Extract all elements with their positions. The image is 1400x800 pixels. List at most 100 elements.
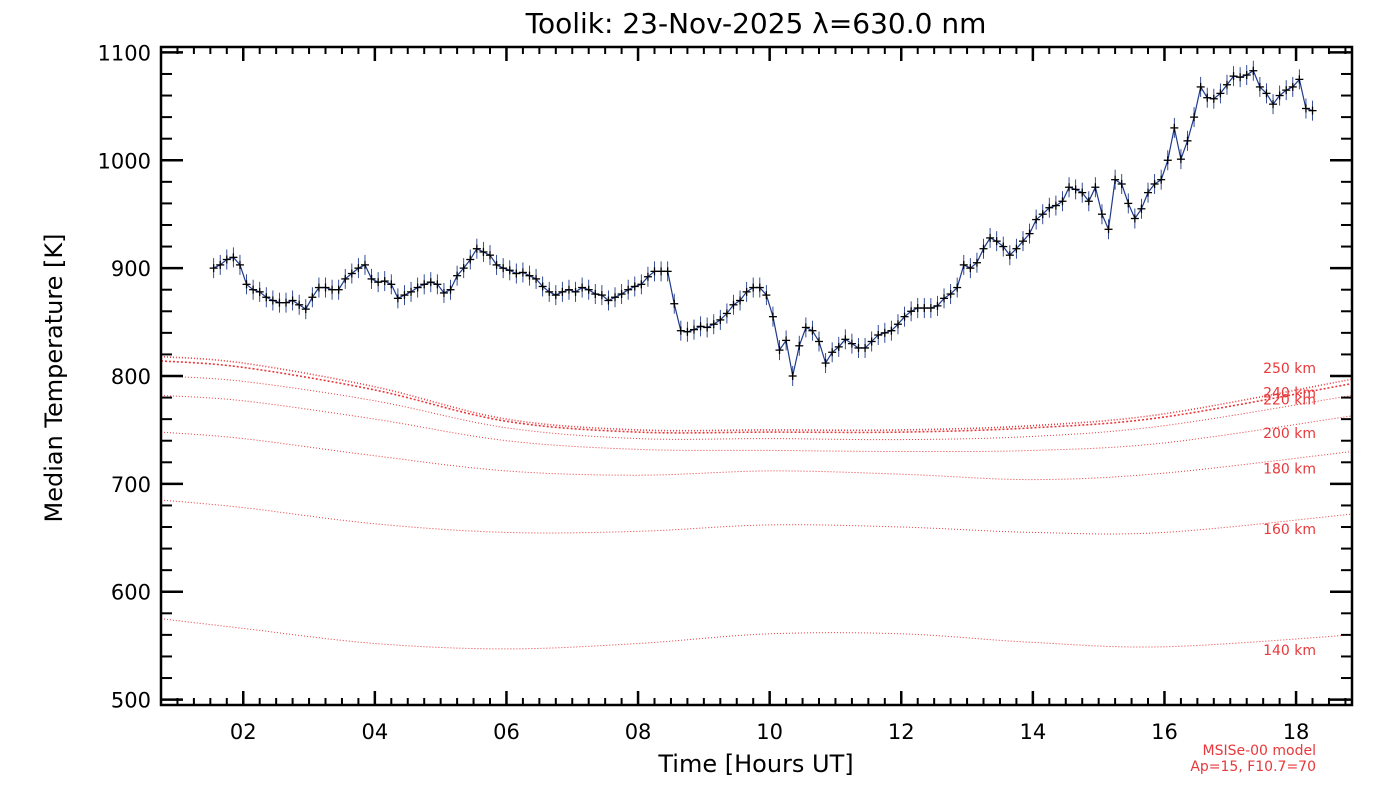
data-point xyxy=(538,276,547,297)
data-point xyxy=(1097,204,1106,225)
data-point xyxy=(722,303,731,324)
data-point xyxy=(611,287,620,308)
data-point xyxy=(861,337,870,358)
data-point xyxy=(604,290,613,311)
data-point xyxy=(676,320,685,341)
data-point xyxy=(821,353,830,374)
x-axis-label: Time [Hours UT] xyxy=(657,750,853,778)
data-point xyxy=(1275,85,1284,106)
model-label-180-km: 180 km xyxy=(1263,462,1316,478)
data-point xyxy=(1216,83,1225,104)
data-point xyxy=(466,249,475,270)
data-point xyxy=(1269,94,1278,115)
data-point xyxy=(341,268,350,289)
data-point xyxy=(736,290,745,311)
data-point xyxy=(216,254,225,275)
model-label-240-km: 240 km xyxy=(1263,386,1316,402)
data-point xyxy=(1157,169,1166,190)
data-point xyxy=(966,258,975,279)
data-point xyxy=(545,281,554,302)
data-line xyxy=(213,69,1313,377)
data-point xyxy=(1308,100,1317,121)
data-point xyxy=(479,241,488,262)
x-tick-label: 10 xyxy=(756,720,783,744)
data-point xyxy=(420,274,429,295)
data-point xyxy=(1242,65,1251,86)
data-point xyxy=(847,333,856,354)
data-point xyxy=(1183,130,1192,151)
data-point xyxy=(1032,209,1041,230)
x-tick-label: 08 xyxy=(625,720,652,744)
data-point xyxy=(1137,198,1146,219)
data-point xyxy=(755,277,764,298)
data-point xyxy=(222,249,231,270)
model-curve-180-km xyxy=(160,431,1353,481)
plot-axes: 02 04 06 08 10 12 14 16 18 500 600 700 800 900 1000 110… xyxy=(98,41,1354,744)
x-tick-label: 06 xyxy=(493,720,520,744)
x-tick-label: 12 xyxy=(888,720,915,744)
data-point xyxy=(1249,60,1258,81)
chart-title: Toolik: 23-Nov-2025 λ=630.0 nm xyxy=(525,7,987,40)
data-point xyxy=(295,294,304,315)
data-point xyxy=(492,254,501,275)
data-point xyxy=(380,271,389,292)
data-point xyxy=(874,325,883,346)
data-point xyxy=(472,238,481,259)
data-point xyxy=(893,314,902,335)
data-point xyxy=(255,281,264,302)
data-point xyxy=(1051,195,1060,216)
data-point xyxy=(768,306,777,327)
data-point xyxy=(1130,208,1139,229)
data-point xyxy=(1045,197,1054,218)
data-point xyxy=(249,279,258,300)
data-point xyxy=(1058,191,1067,212)
data-point xyxy=(525,265,534,286)
data-point xyxy=(1038,204,1047,225)
data-point xyxy=(946,284,955,305)
data-point xyxy=(407,281,416,302)
y-tick-label: 700 xyxy=(111,473,151,497)
data-point xyxy=(597,285,606,306)
data-point xyxy=(959,254,968,275)
data-point xyxy=(1203,87,1212,108)
data-point xyxy=(703,317,712,338)
y-tick-label: 800 xyxy=(111,365,151,389)
y-tick-label: 1100 xyxy=(98,41,151,65)
model-note-line-1: MSISe-00 model xyxy=(1202,743,1316,759)
data-point xyxy=(551,285,560,306)
data-point xyxy=(1078,182,1087,203)
data-point xyxy=(663,261,672,282)
data-point xyxy=(308,287,317,308)
x-tick-label: 02 xyxy=(230,720,257,744)
data-point xyxy=(880,322,889,343)
data-point xyxy=(1018,231,1027,252)
data-point xyxy=(209,258,218,279)
data-point xyxy=(321,277,330,298)
data-point xyxy=(1111,169,1120,190)
data-point xyxy=(400,285,409,306)
data-point xyxy=(926,298,935,319)
y-tick-label: 500 xyxy=(111,689,151,713)
data-point xyxy=(453,265,462,286)
data-point xyxy=(334,279,343,300)
data-point xyxy=(1301,98,1310,119)
data-point xyxy=(505,260,514,281)
data-point xyxy=(887,320,896,341)
data-point xyxy=(1288,76,1297,97)
data-point xyxy=(1236,67,1245,88)
model-curve-220-km xyxy=(160,375,1353,441)
data-point xyxy=(584,279,593,300)
data-point xyxy=(1144,182,1153,203)
data-point xyxy=(933,295,942,316)
data-point xyxy=(999,236,1008,257)
data-point xyxy=(1190,107,1199,128)
data-point xyxy=(367,268,376,289)
data-point xyxy=(979,238,988,259)
model-label-200-km: 200 km xyxy=(1263,426,1316,442)
data-point xyxy=(591,284,600,305)
data-point xyxy=(1012,238,1021,259)
data-point xyxy=(670,293,679,314)
data-point xyxy=(499,258,508,279)
data-point xyxy=(1163,150,1172,171)
